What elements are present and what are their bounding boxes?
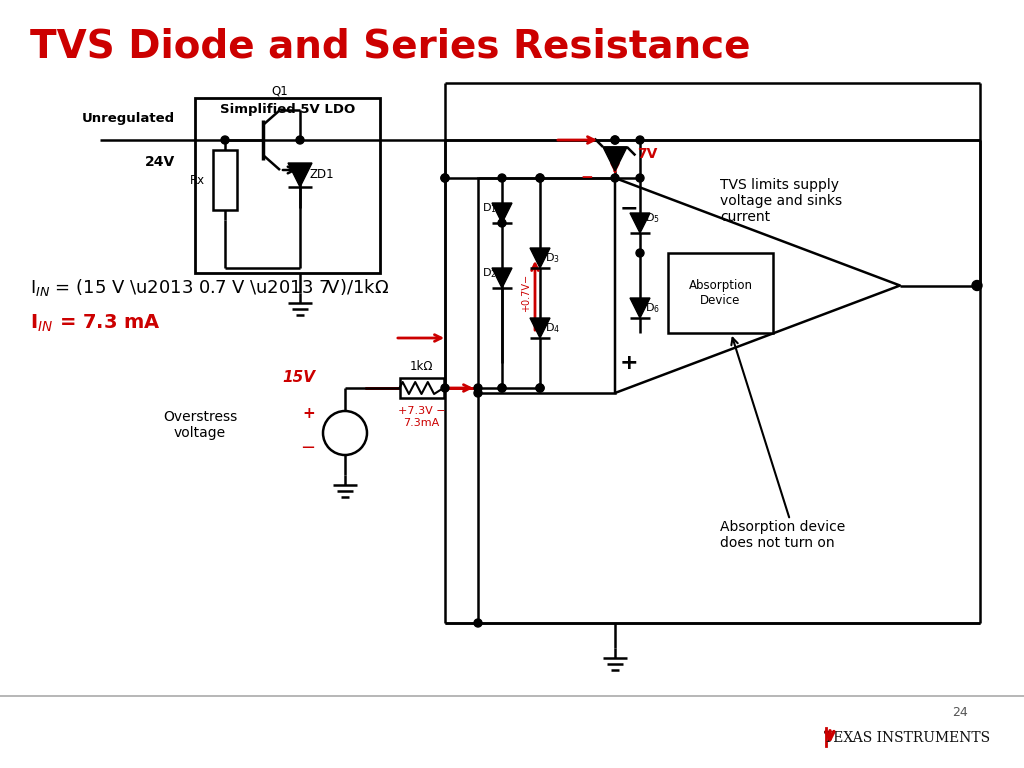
Circle shape — [474, 384, 482, 392]
Text: D$_1$: D$_1$ — [482, 201, 497, 215]
Circle shape — [474, 389, 482, 397]
Polygon shape — [492, 203, 512, 223]
Circle shape — [536, 174, 544, 182]
Circle shape — [323, 411, 367, 455]
Circle shape — [611, 136, 618, 144]
Circle shape — [636, 249, 644, 257]
Polygon shape — [530, 248, 550, 268]
Bar — [478, 178, 615, 393]
Circle shape — [498, 219, 506, 227]
Text: 24V: 24V — [144, 155, 175, 169]
Text: +0.7V−: +0.7V− — [521, 274, 531, 312]
Text: 7.3mA: 7.3mA — [403, 418, 439, 428]
Text: D$_3$: D$_3$ — [545, 251, 560, 265]
Circle shape — [611, 174, 618, 182]
Bar — [195, 98, 380, 273]
Bar — [399, 378, 443, 398]
Text: Simplified 5V LDO: Simplified 5V LDO — [220, 103, 355, 116]
Polygon shape — [630, 213, 650, 233]
Text: +: + — [302, 406, 315, 421]
Text: +7.3V −: +7.3V − — [397, 406, 445, 416]
Circle shape — [498, 384, 506, 392]
Text: Rx: Rx — [189, 174, 205, 187]
Circle shape — [474, 619, 482, 627]
Circle shape — [441, 174, 449, 182]
Text: Q1: Q1 — [271, 85, 289, 98]
Text: 7V: 7V — [637, 147, 657, 161]
Circle shape — [972, 280, 982, 290]
Text: Absorption
Device: Absorption Device — [688, 279, 753, 307]
Text: TVS limits supply
voltage and sinks
current: TVS limits supply voltage and sinks curr… — [720, 178, 842, 224]
Text: −: − — [581, 170, 593, 184]
Circle shape — [441, 174, 449, 182]
Text: Absorption device
does not turn on: Absorption device does not turn on — [720, 520, 845, 550]
Text: −: − — [300, 439, 315, 457]
Text: D$_6$: D$_6$ — [645, 301, 660, 315]
Circle shape — [221, 136, 229, 144]
Circle shape — [498, 174, 506, 182]
Polygon shape — [288, 163, 312, 187]
Circle shape — [296, 136, 304, 144]
Circle shape — [636, 174, 644, 182]
Text: I$_{IN}$ = (15 V \u2013 0.7 V \u2013 7V)/1k$\Omega$: I$_{IN}$ = (15 V \u2013 0.7 V \u2013 7V)… — [30, 277, 389, 299]
Text: Unregulated: Unregulated — [82, 112, 175, 125]
Text: D$_4$: D$_4$ — [545, 321, 560, 335]
Bar — [213, 150, 237, 210]
Text: Overstress
voltage: Overstress voltage — [163, 410, 238, 440]
Polygon shape — [615, 178, 900, 393]
Text: I$_{IN}$ = 7.3 mA: I$_{IN}$ = 7.3 mA — [30, 313, 161, 333]
Polygon shape — [603, 147, 627, 171]
Polygon shape — [492, 268, 512, 288]
Text: +: + — [583, 134, 593, 147]
Text: D$_5$: D$_5$ — [645, 211, 659, 225]
Text: TEXAS INSTRUMENTS: TEXAS INSTRUMENTS — [824, 731, 990, 745]
Circle shape — [536, 384, 544, 392]
Text: 15V: 15V — [282, 370, 315, 385]
Circle shape — [498, 384, 506, 392]
Circle shape — [441, 384, 449, 392]
Circle shape — [536, 174, 544, 182]
Text: TVS Diode and Series Resistance: TVS Diode and Series Resistance — [30, 28, 751, 66]
Circle shape — [611, 136, 618, 144]
Text: −: − — [620, 198, 639, 218]
Polygon shape — [530, 318, 550, 338]
Circle shape — [536, 384, 544, 392]
Text: 24: 24 — [952, 707, 968, 720]
Text: ZD1: ZD1 — [310, 168, 335, 181]
Polygon shape — [630, 298, 650, 318]
Text: D$_2$: D$_2$ — [482, 266, 497, 280]
Bar — [668, 253, 773, 333]
Circle shape — [636, 136, 644, 144]
Text: 1kΩ: 1kΩ — [410, 360, 433, 373]
Text: +: + — [620, 353, 639, 373]
